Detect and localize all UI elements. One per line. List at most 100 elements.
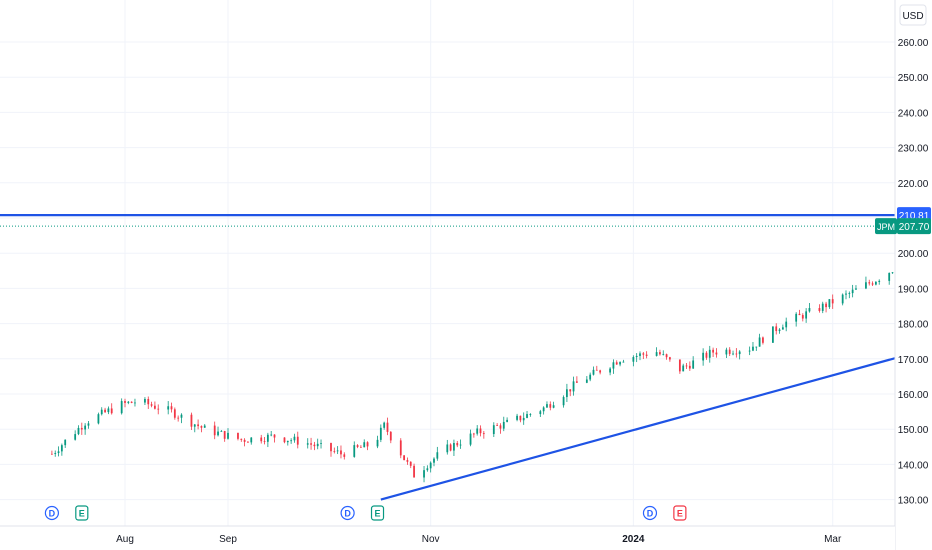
candle-body: [645, 354, 648, 356]
candle-body: [379, 427, 382, 440]
candle-body: [732, 353, 734, 355]
candle-body: [306, 443, 309, 445]
candle-body: [546, 404, 548, 408]
candle-body: [423, 470, 425, 478]
candle-body: [389, 431, 392, 441]
candle-body: [456, 442, 459, 446]
candle-body: [200, 426, 203, 428]
candle-body: [891, 272, 894, 274]
candle-body: [293, 436, 296, 441]
candle-body: [144, 398, 146, 403]
candle-body: [632, 357, 635, 362]
time-axis[interactable]: AugSepNov2024MarMayJunAugSepNov: [0, 525, 932, 550]
candle-body: [356, 445, 359, 447]
candle-body: [735, 353, 738, 355]
candle-body: [84, 425, 87, 430]
candle-body: [522, 417, 525, 421]
candle-body: [542, 407, 545, 412]
candle-body: [715, 352, 718, 355]
candle-body: [217, 431, 219, 436]
price-tick-label: 220.00: [898, 179, 929, 190]
candle-body: [589, 374, 592, 380]
dividend-marker-circle[interactable]: [642, 505, 658, 521]
candle-body: [755, 346, 758, 348]
price-tick-label: 260.00: [898, 38, 929, 49]
event-markers[interactable]: DEDEDEDEDE: [44, 505, 932, 521]
candle-body: [173, 409, 176, 418]
price-tick-label: 200.00: [898, 249, 929, 260]
dividend-marker[interactable]: D: [44, 505, 60, 521]
candle-body: [752, 346, 754, 351]
drawings-layer[interactable]: [0, 53, 932, 501]
candle-body: [180, 414, 183, 418]
candle-body: [781, 327, 784, 330]
candle-body: [383, 422, 386, 428]
candle-body: [725, 349, 728, 355]
candle-body: [247, 441, 249, 443]
event-marker-letter: D: [49, 509, 56, 519]
candle-body: [692, 360, 695, 369]
candle-body: [821, 303, 824, 311]
candle-body: [100, 409, 103, 415]
earnings-marker[interactable]: E: [673, 505, 687, 521]
candle-body: [263, 441, 266, 443]
candle-body: [250, 437, 253, 443]
candle-body: [237, 432, 239, 439]
currency-button[interactable]: [899, 4, 927, 26]
horizontal-line-price-text: 210.81: [899, 211, 930, 222]
currency-label: USD: [902, 11, 923, 22]
price-tick-label: 240.00: [898, 108, 929, 119]
candle-body: [762, 337, 764, 343]
candle-body: [595, 369, 598, 371]
candle-body: [519, 415, 522, 421]
candle-body: [775, 326, 778, 332]
candle-body: [805, 311, 808, 319]
candle-body: [708, 349, 711, 358]
dividend-marker-circle[interactable]: [340, 505, 355, 521]
candle-body: [353, 445, 356, 457]
dividend-marker-circle[interactable]: [44, 505, 60, 521]
candle-body: [865, 282, 867, 289]
candle-body: [190, 414, 193, 427]
candle-body: [227, 432, 229, 439]
candle-body: [193, 424, 196, 427]
candle-body: [453, 442, 455, 451]
event-marker-letter: E: [79, 509, 85, 519]
candle-body: [758, 337, 761, 347]
candle-body: [479, 428, 482, 434]
candle-body: [499, 425, 502, 429]
candle-body: [366, 442, 369, 447]
candle-body: [363, 442, 366, 448]
dividend-marker[interactable]: D: [642, 505, 658, 521]
candle-body: [147, 398, 150, 405]
candle-body: [260, 437, 263, 442]
candle-body: [51, 453, 53, 455]
candle-body: [476, 428, 479, 434]
candle-body: [562, 397, 565, 406]
candle-body: [795, 313, 798, 322]
candle-body: [270, 434, 273, 436]
last-price-label: JPM 207.70: [875, 218, 931, 235]
candle-body: [682, 365, 685, 372]
earnings-marker-box[interactable]: [673, 505, 687, 521]
candle-body: [273, 434, 276, 438]
earnings-marker-box[interactable]: [75, 505, 89, 521]
candle-body: [296, 436, 299, 445]
symbol-badge: [875, 218, 897, 235]
candle-body: [177, 417, 180, 419]
price-axis[interactable]: USD 130.00 140.00 150.00 160.00 170.00 180.00…: [875, 0, 932, 550]
earnings-marker[interactable]: E: [75, 505, 89, 521]
earnings-marker[interactable]: E: [370, 505, 385, 521]
dividend-marker[interactable]: D: [340, 505, 355, 521]
earnings-marker-box[interactable]: [370, 505, 385, 521]
candle-body: [197, 424, 199, 427]
candle-body: [220, 430, 223, 432]
candle-body: [599, 370, 602, 373]
candle-body: [330, 443, 332, 452]
candle-body: [243, 439, 246, 442]
candle-body: [436, 452, 439, 459]
candle-body: [406, 460, 409, 462]
candle-body: [831, 299, 834, 304]
ascending-trendline[interactable]: [380, 214, 932, 501]
